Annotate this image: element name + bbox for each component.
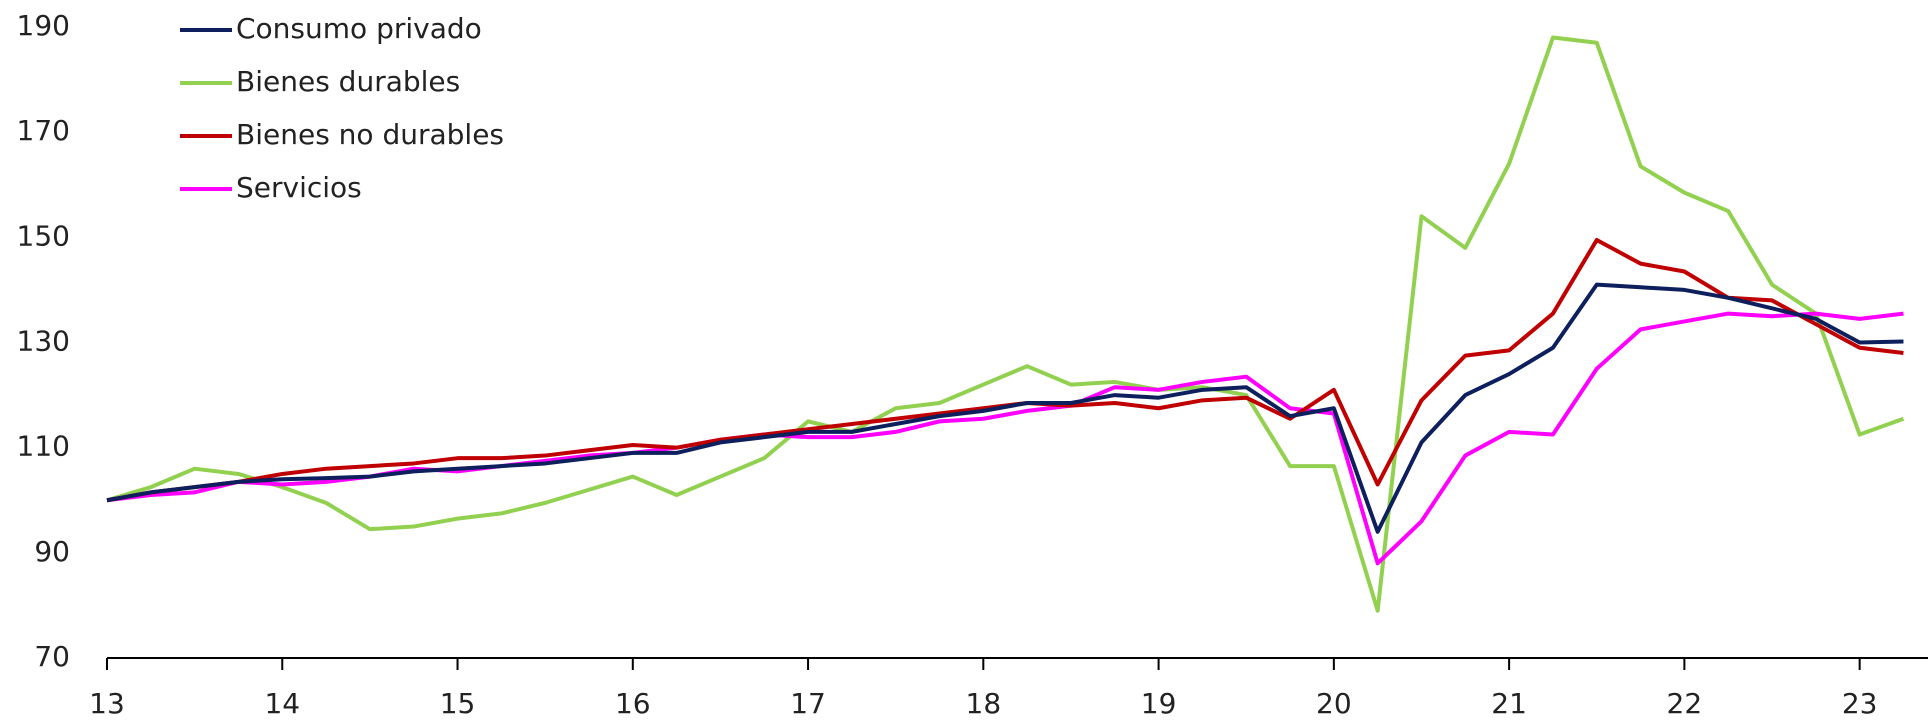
x-tick-label: 22: [1667, 687, 1703, 720]
y-tick-label: 130: [17, 325, 70, 358]
x-tick-label: 15: [440, 687, 476, 720]
x-tick-label: 18: [966, 687, 1002, 720]
legend-label: Servicios: [236, 171, 362, 204]
legend-label: Consumo privado: [236, 12, 482, 45]
x-tick-label: 17: [790, 687, 826, 720]
series-line: [106, 35, 1905, 613]
legend-label: Bienes no durables: [236, 118, 504, 151]
y-tick-label: 190: [17, 9, 70, 42]
y-tick-label: 90: [34, 535, 70, 568]
y-tick-label: 70: [34, 640, 70, 673]
y-tick-label: 150: [17, 219, 70, 252]
x-tick-label: 13: [89, 687, 125, 720]
x-tick-label: 23: [1842, 687, 1878, 720]
legend-label: Bienes durables: [236, 65, 460, 98]
y-tick-label: 110: [17, 430, 70, 463]
series-line: [106, 237, 1904, 503]
x-tick-label: 14: [264, 687, 300, 720]
series-line: [106, 311, 1904, 566]
series-line: [106, 282, 1904, 534]
x-tick-label: 20: [1316, 687, 1352, 720]
y-tick-label: 170: [17, 114, 70, 147]
x-tick-label: 16: [615, 687, 651, 720]
x-tick-label: 21: [1491, 687, 1527, 720]
x-tick-label: 19: [1141, 687, 1177, 720]
